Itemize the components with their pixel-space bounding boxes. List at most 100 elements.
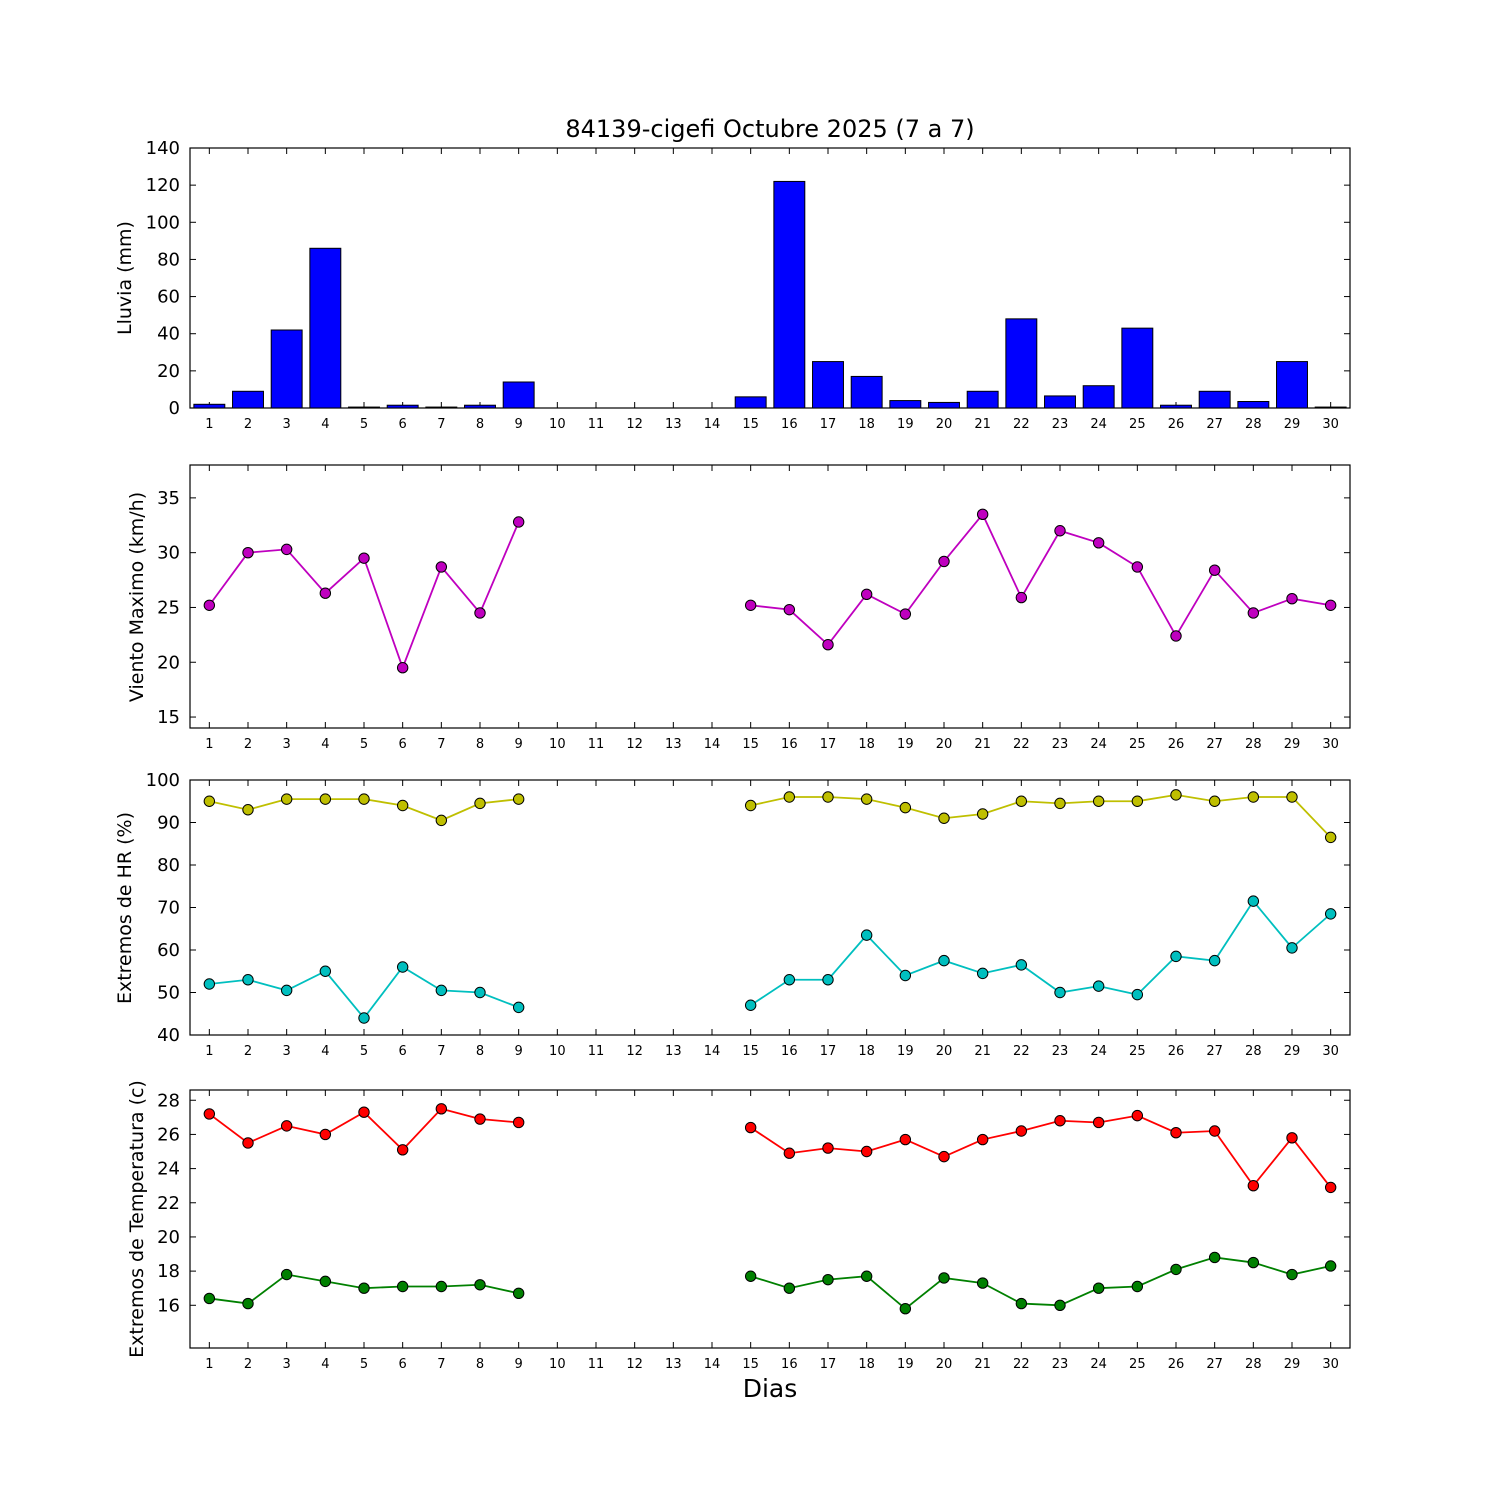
- hr_minima-point: [976, 967, 989, 980]
- rain-bar: [232, 390, 264, 409]
- rain-bar: [193, 403, 226, 409]
- ylabel-viento: Viento Maximo (km/h): [126, 492, 148, 702]
- viento_maximo-point: [783, 603, 796, 616]
- rain-bar: [348, 406, 380, 409]
- y-tick-label: 140: [146, 138, 180, 159]
- x-tick-label: 22: [1013, 417, 1030, 432]
- x-tick-label: 30: [1322, 1044, 1339, 1059]
- x-tick-label: 28: [1245, 737, 1262, 752]
- viento_maximo-point: [1015, 591, 1028, 604]
- rain-bar: [1082, 385, 1115, 409]
- hr_maxima-point: [203, 795, 216, 807]
- y-tick-label: 70: [157, 898, 180, 919]
- x-tick-label: 10: [549, 737, 566, 752]
- hr_minima-point: [319, 965, 332, 977]
- rain-bar: [1160, 404, 1192, 409]
- x-tick-label: 26: [1168, 1357, 1185, 1372]
- viento_maximo-point: [976, 508, 989, 521]
- x-tick-label: 3: [283, 737, 291, 752]
- rain-bar: [502, 381, 535, 409]
- hr_minima-point: [938, 954, 950, 967]
- x-tick-label: 2: [244, 1044, 252, 1059]
- temperatura_minima-point: [396, 1280, 409, 1293]
- temperatura_minima-point: [474, 1279, 486, 1291]
- x-tick-label: 23: [1052, 1357, 1069, 1372]
- viento_maximo-point: [512, 516, 525, 528]
- temperatura_maxima-point: [474, 1113, 486, 1125]
- viento_maximo-line: [208, 521, 520, 671]
- y-tick-label: 20: [157, 1227, 180, 1248]
- y-tick-label: 120: [146, 175, 180, 196]
- rain-bar: [1005, 318, 1038, 409]
- hr_maxima-point: [1286, 791, 1298, 803]
- axes-frame: [189, 779, 1351, 1036]
- rain-bar: [1198, 390, 1231, 409]
- x-tick-label: 9: [515, 417, 523, 432]
- x-tick-label: 15: [742, 1044, 759, 1059]
- temperatura_maxima-point: [319, 1128, 332, 1141]
- x-tick-label: 18: [858, 1044, 875, 1059]
- temperatura_minima-point: [1170, 1263, 1182, 1276]
- rain-bar: [1121, 327, 1154, 409]
- rain-bar: [464, 404, 496, 409]
- y-tick-label: 40: [157, 1025, 180, 1046]
- x-tick-label: 24: [1090, 1044, 1107, 1059]
- x-tick-label: 11: [588, 417, 605, 432]
- x-tick-label: 19: [897, 1044, 914, 1059]
- x-tick-label: 13: [665, 1357, 682, 1372]
- temperatura_minima-point: [1208, 1251, 1221, 1264]
- rain-bar: [425, 406, 458, 409]
- temperatura_maxima-point: [396, 1144, 409, 1156]
- hr_minima-point: [1170, 950, 1182, 963]
- hr_maxima-point: [435, 814, 448, 827]
- x-tick-label: 20: [936, 417, 953, 432]
- temperatura_maxima-point: [435, 1103, 448, 1115]
- hr_minima-point: [1131, 988, 1144, 1001]
- x-tick-label: 17: [820, 737, 837, 752]
- temperatura_minima-point: [1015, 1297, 1028, 1310]
- temperatura_minima-point: [783, 1282, 796, 1294]
- x-tick-label: 5: [360, 1044, 368, 1059]
- x-tick-label: 10: [549, 1044, 566, 1059]
- viento_maximo-point: [474, 607, 486, 619]
- rain-bar: [966, 390, 999, 409]
- x-tick-label: 2: [244, 737, 252, 752]
- rain-bar: [386, 404, 419, 409]
- x-tick-label: 4: [321, 417, 329, 432]
- y-tick-label: 90: [157, 813, 180, 834]
- hr_maxima-point: [822, 791, 834, 803]
- x-tick-label: 21: [974, 1357, 991, 1372]
- hr_maxima-point: [744, 799, 757, 812]
- hr_minima-point: [1324, 908, 1337, 920]
- x-tick-label: 1: [205, 417, 213, 432]
- viento_maximo-point: [744, 599, 757, 611]
- y-tick-label: 22: [157, 1193, 180, 1214]
- rain-bar: [1044, 395, 1076, 409]
- viento_maximo-point: [396, 662, 409, 674]
- hr_minima-point: [396, 961, 409, 973]
- x-tick-label: 14: [704, 417, 721, 432]
- x-tick-label: 9: [515, 1357, 523, 1372]
- temperatura_maxima-point: [744, 1121, 757, 1134]
- x-tick-label: 14: [704, 737, 721, 752]
- hr_minima-point: [860, 929, 873, 941]
- y-tick-label: 80: [157, 249, 180, 270]
- temperatura_minima-line: [750, 1256, 1331, 1310]
- viento_maximo-point: [860, 588, 873, 601]
- hr_minima-line: [750, 899, 1332, 1007]
- temperatura_minima-point: [822, 1273, 834, 1286]
- x-tick-label: 18: [858, 737, 875, 752]
- x-tick-label: 25: [1129, 1357, 1146, 1372]
- temperatura_minima-point: [1286, 1268, 1298, 1281]
- x-tick-label: 11: [588, 1357, 605, 1372]
- x-tick-label: 13: [665, 417, 682, 432]
- hr_maxima-point: [512, 793, 525, 805]
- y-tick-label: 18: [157, 1261, 180, 1282]
- x-tick-label: 16: [781, 737, 798, 752]
- x-tick-label: 10: [549, 1357, 566, 1372]
- rain-bar: [889, 400, 922, 409]
- x-tick-label: 29: [1284, 1044, 1301, 1059]
- rain-bar: [270, 329, 303, 409]
